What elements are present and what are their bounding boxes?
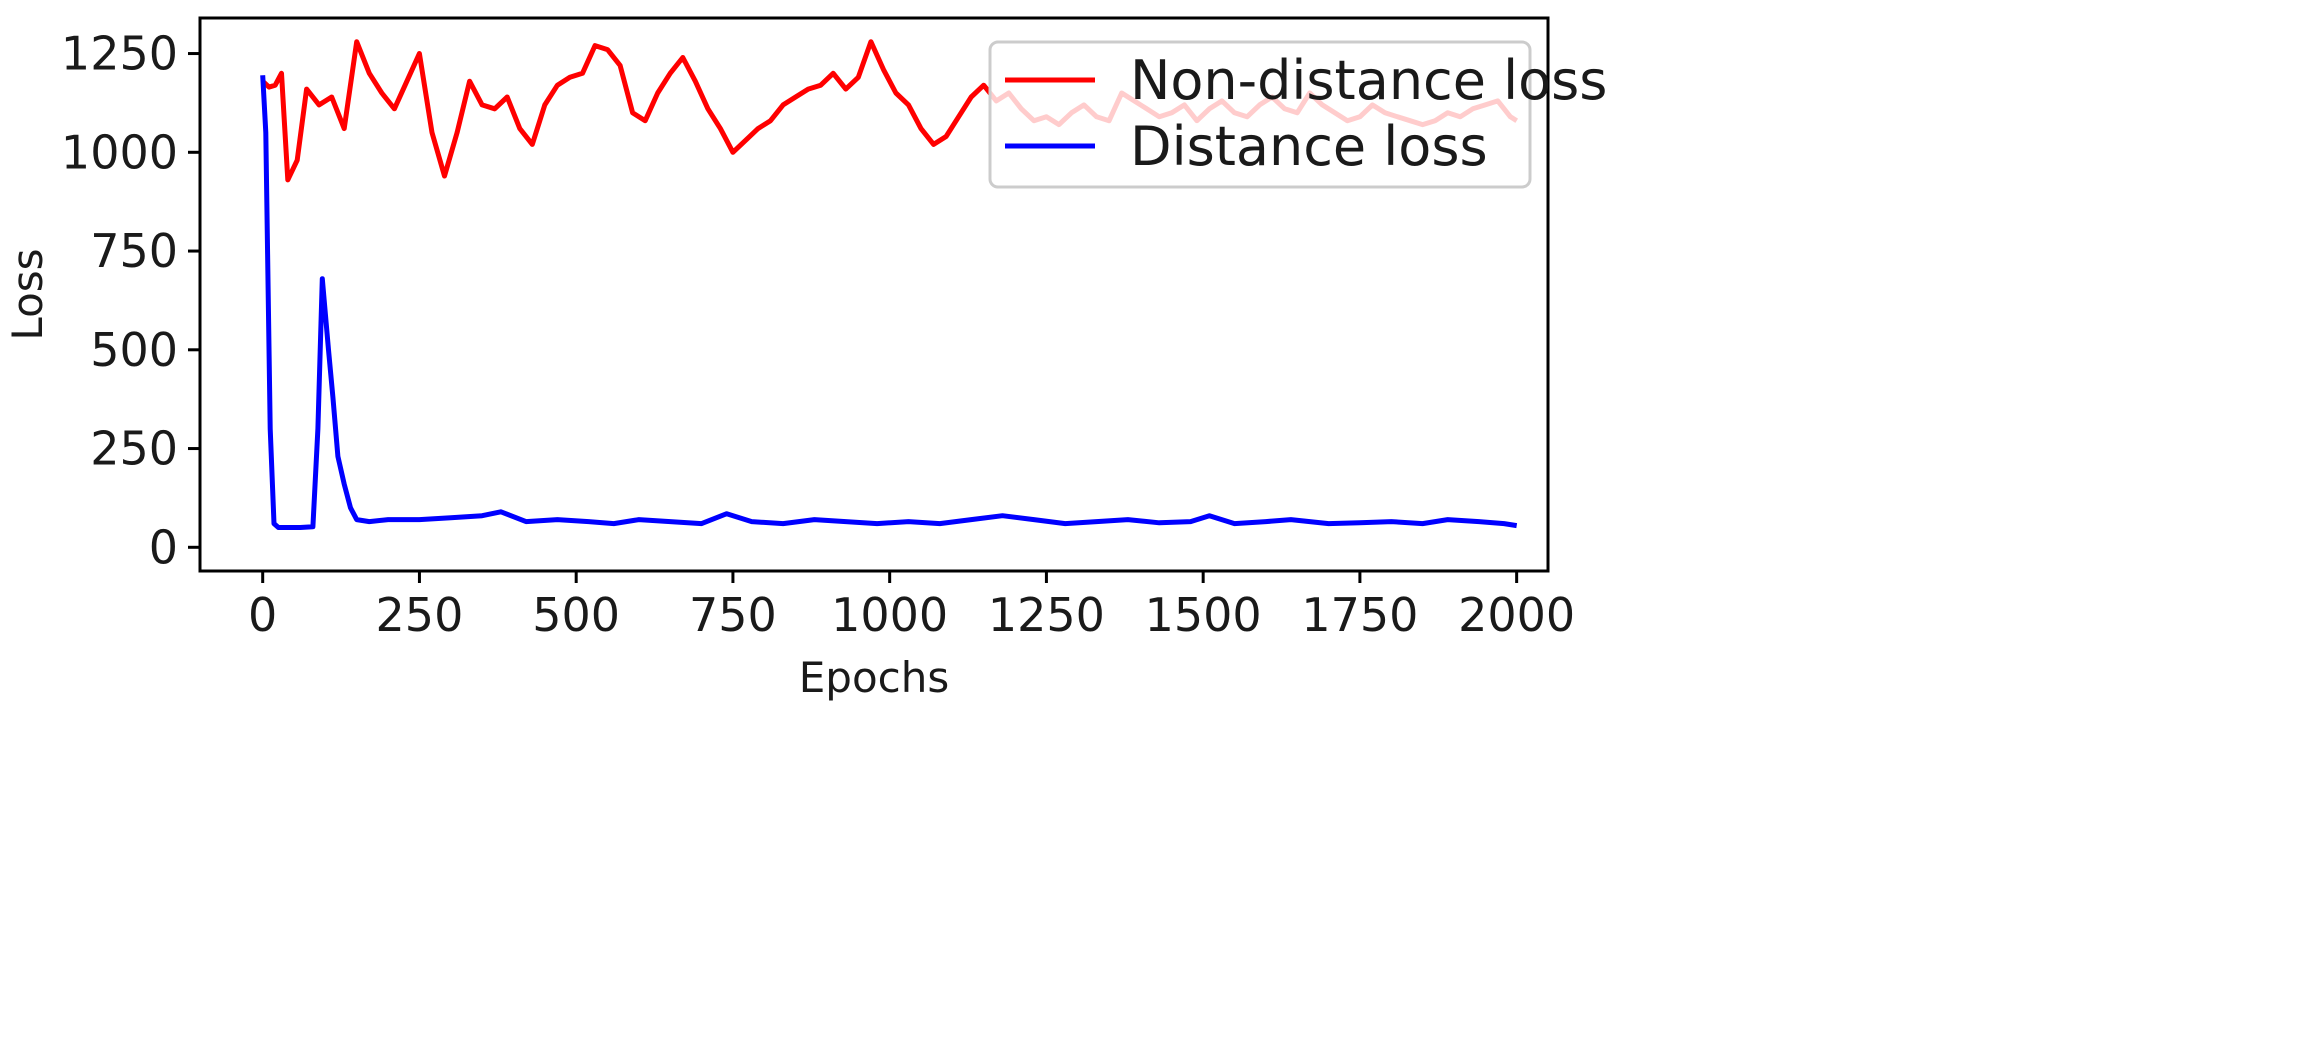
- x-tick-label: 1250: [988, 588, 1105, 642]
- x-axis-label: Epochs: [799, 653, 950, 702]
- plot-frame: [198, 16, 1550, 573]
- legend-label-2: Distance loss: [1130, 115, 1488, 178]
- legend-label-1: Non-distance loss: [1130, 49, 1607, 112]
- y-tick-label: 500: [90, 323, 178, 377]
- x-tick-label: 2000: [1458, 588, 1575, 642]
- x-tick-label: 500: [532, 588, 620, 642]
- x-tick-label: 250: [376, 588, 464, 642]
- y-tick-label: 1250: [61, 27, 178, 81]
- x-tick-label: 1500: [1145, 588, 1262, 642]
- legend-box: [988, 40, 1532, 189]
- y-tick-label: 0: [149, 520, 178, 574]
- y-axis: 0 250 500 750 1000 1250: [61, 27, 200, 574]
- y-tick-label: 250: [90, 422, 178, 476]
- series-line-2: [260, 75, 1518, 530]
- y-axis-label: Loss: [3, 248, 52, 340]
- y-tick-label: 1000: [61, 125, 178, 179]
- x-tick-label: 750: [689, 588, 777, 642]
- x-tick-label: 1750: [1301, 588, 1418, 642]
- y-tick-label: 750: [90, 224, 178, 278]
- x-axis: 0 250 500 750 1000 1250 1500 1750 2000: [248, 571, 1575, 642]
- x-tick-label: 0: [248, 588, 277, 642]
- x-tick-label: 1000: [831, 588, 948, 642]
